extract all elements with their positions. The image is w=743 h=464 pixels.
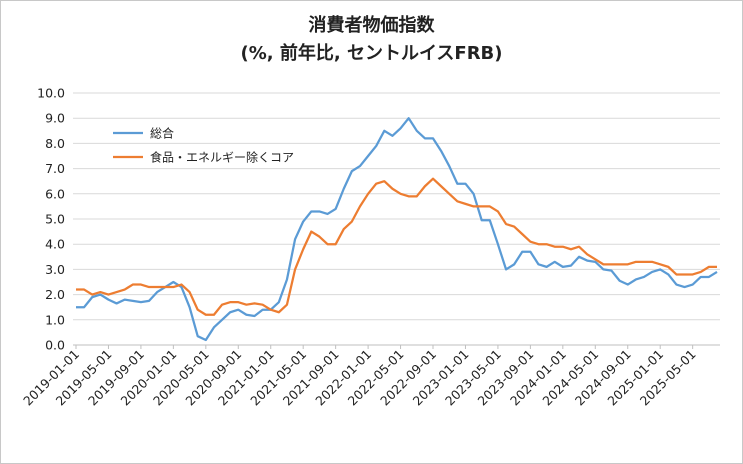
y-tick-label: 4.0	[45, 237, 65, 252]
series-line-2	[76, 177, 717, 316]
y-tick-label: 10.0	[37, 86, 65, 101]
y-axis: 0.0 1.0 2.0 3.0 4.0 5.0 6.0 7.0 8.0 9.0 10.0	[37, 86, 65, 353]
legend-label: 食品・エネルギー除くコア	[150, 150, 294, 165]
y-tick-label: 6.0	[45, 186, 65, 201]
y-tick-label: 0.0	[45, 338, 65, 353]
series-line-1	[76, 117, 718, 342]
gridlines	[73, 92, 720, 346]
chart-title: 消費者物価指数	[308, 15, 435, 36]
y-tick-label: 2.0	[45, 287, 65, 302]
y-tick-label: 9.0	[45, 111, 65, 126]
y-tick-label: 1.0	[45, 312, 65, 327]
legend-label: 総合	[150, 126, 174, 141]
series-lines	[76, 117, 718, 342]
chart-title-block: 消費者物価指数 (%, 前年比, セントルイスFRB)	[0, 12, 743, 68]
x-axis: 2019-01-012019-05-012019-09-012020-01-01…	[20, 345, 699, 408]
y-tick-label: 3.0	[45, 262, 65, 277]
y-tick-label: 5.0	[45, 212, 65, 227]
chart-subtitle: (%, 前年比, セントルイスFRB)	[240, 43, 503, 64]
y-tick-label: 8.0	[45, 136, 65, 151]
y-tick-label: 7.0	[45, 161, 65, 176]
